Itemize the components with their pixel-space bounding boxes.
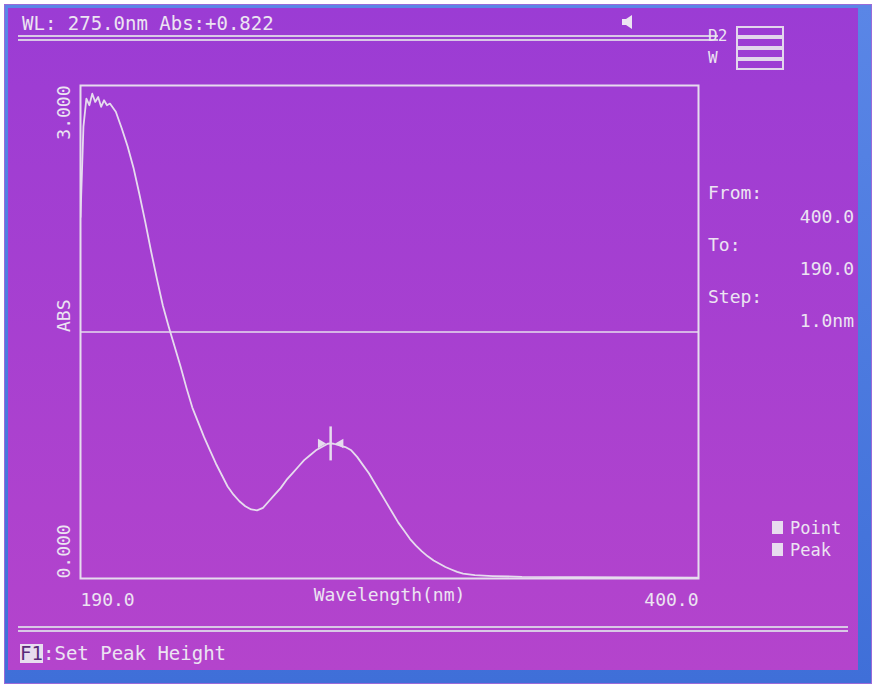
svg-text:190.0: 190.0 (81, 589, 135, 610)
svg-text:0.000: 0.000 (53, 524, 74, 578)
svg-text:400.0: 400.0 (644, 589, 698, 610)
svg-text:Wavelength(nm): Wavelength(nm) (314, 584, 466, 605)
html-text:D2: D2 (708, 26, 728, 45)
html-text:WL: 275.0nm Abs:+0.822: WL: 275.0nm Abs:+0.822 (22, 12, 274, 34)
html-text:Peak: Peak (790, 540, 831, 560)
html-text:To:: To: (708, 234, 741, 255)
html-text:1.0nm: 1.0nm (799, 310, 854, 331)
html-text:400.0: 400.0 (799, 206, 854, 227)
svg-text:3.000: 3.000 (53, 86, 74, 140)
html-text:Step:: Step: (708, 286, 763, 307)
html-text:F1:Set Peak Height: F1:Set Peak Height (20, 642, 226, 664)
html-text:Point: Point (790, 518, 842, 538)
html-text:From:: From: (708, 182, 763, 203)
html-text:W: W (708, 48, 718, 67)
svg-text:ABS: ABS (53, 299, 74, 332)
html-text:190.0: 190.0 (799, 258, 854, 279)
